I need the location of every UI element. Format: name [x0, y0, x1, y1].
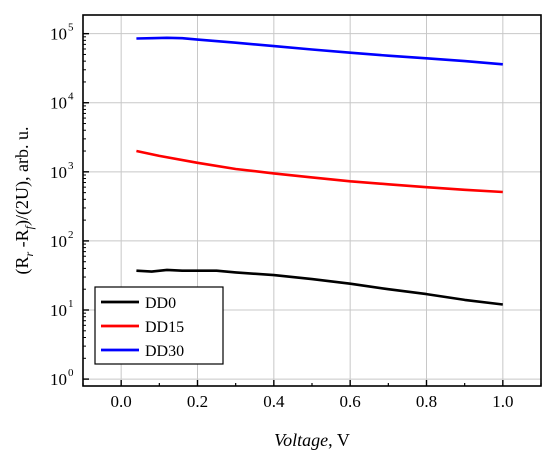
- y-tick-exponent: 4: [68, 91, 74, 103]
- y-tick-label: 10: [50, 301, 67, 320]
- y-tick-label: 10: [50, 232, 67, 251]
- x-tick-label: 1.0: [492, 392, 513, 411]
- x-tick-label: 0.8: [416, 392, 437, 411]
- series-line-dd30: [136, 36, 503, 66]
- legend: DD0 DD15 DD30: [94, 286, 224, 365]
- y-tick-label: 10: [50, 370, 67, 389]
- axis-ticks: [82, 32, 542, 386]
- y-axis-label-part1: (R: [12, 256, 33, 274]
- y-tick-label: 10: [50, 163, 67, 182]
- series-line-dd15: [136, 149, 503, 194]
- x-axis-label-italic: Voltage: [274, 430, 328, 450]
- x-axis-label-unit: , V: [328, 430, 350, 450]
- y-tick-label: 10: [50, 94, 67, 113]
- y-axis-label-sub-r: r: [22, 251, 36, 256]
- y-tick-label: 10: [50, 25, 67, 44]
- y-tick-exponent: 5: [68, 22, 74, 34]
- legend-label-dd0: DD0: [145, 295, 176, 312]
- x-tick-label: 0.4: [263, 392, 285, 411]
- y-tick-exponent: 1: [68, 298, 74, 310]
- x-tick-label: 0.0: [111, 392, 132, 411]
- grid-lines: [83, 15, 541, 386]
- y-axis-label-part2: -R: [12, 229, 32, 252]
- series-layer: [136, 36, 503, 306]
- y-tick-exponent: 0: [68, 367, 74, 379]
- legend-label-dd15: DD15: [145, 319, 184, 336]
- legend-label-dd30: DD30: [145, 343, 184, 360]
- x-tick-label: 0.2: [187, 392, 208, 411]
- y-tick-exponent: 3: [68, 160, 74, 172]
- y-axis-label: (Rr -Rf)/(2U), arb. u.: [12, 127, 36, 275]
- y-axis-label-part3: )/(2U), arb. u.: [12, 127, 33, 226]
- x-axis-label: Voltage, V: [274, 430, 350, 450]
- series-line-dd0: [136, 268, 503, 306]
- y-tick-exponent: 2: [68, 229, 74, 241]
- x-tick-labels: 0.0 0.2 0.4 0.6 0.8 1.0: [111, 392, 514, 411]
- x-tick-label: 0.6: [340, 392, 361, 411]
- y-axis-label-sub-f: f: [22, 224, 36, 229]
